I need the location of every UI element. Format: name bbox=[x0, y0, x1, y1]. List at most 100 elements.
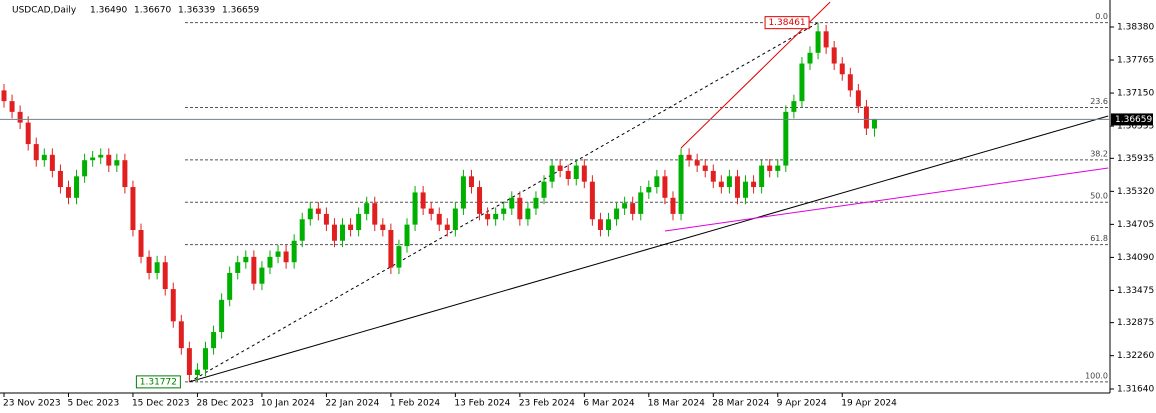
candle-body bbox=[606, 219, 611, 231]
candle-body bbox=[404, 224, 410, 247]
fib-level-label: 23.6 bbox=[1090, 97, 1108, 106]
x-tick-label: 22 Jan 2024 bbox=[325, 399, 379, 409]
candle-body bbox=[90, 157, 96, 161]
candle-body bbox=[98, 154, 104, 158]
candle-body bbox=[751, 181, 757, 188]
y-tick-label: 1.38380 bbox=[1117, 23, 1154, 33]
candle-body bbox=[509, 197, 515, 209]
candle-body bbox=[743, 181, 749, 198]
candle-body bbox=[82, 160, 88, 177]
fib-level-label: 0.0 bbox=[1095, 12, 1108, 21]
header-high: 1.36670 bbox=[134, 6, 171, 16]
candle-body bbox=[315, 208, 321, 214]
candle-body bbox=[275, 251, 281, 257]
candle-body bbox=[702, 165, 708, 171]
candle-body bbox=[654, 176, 660, 188]
candle-body bbox=[533, 197, 539, 209]
candle-body bbox=[331, 224, 337, 241]
candle-body bbox=[380, 224, 386, 231]
candle-body bbox=[630, 203, 636, 214]
candle-body bbox=[622, 203, 628, 209]
candle-body bbox=[871, 119, 877, 129]
candle-body bbox=[662, 176, 668, 198]
current-price-label: 1.36659 bbox=[1115, 115, 1152, 125]
candle-body bbox=[348, 224, 354, 231]
y-tick-label: 1.37150 bbox=[1117, 89, 1154, 99]
candle-body bbox=[783, 111, 789, 166]
candle-body bbox=[839, 63, 845, 75]
candle-body bbox=[420, 192, 426, 209]
x-tick-label: 23 Feb 2024 bbox=[519, 399, 575, 409]
candle-body bbox=[267, 256, 273, 268]
candle-body bbox=[670, 197, 676, 214]
x-tick-label: 15 Dec 2023 bbox=[132, 399, 190, 409]
candle-body bbox=[41, 154, 47, 161]
candle-body bbox=[106, 154, 112, 166]
candle-body bbox=[468, 176, 474, 188]
candle-body bbox=[460, 176, 466, 209]
price-label-box bbox=[764, 16, 810, 30]
candle-body bbox=[589, 181, 595, 220]
candle-body bbox=[203, 348, 208, 370]
y-tick-label: 1.37765 bbox=[1117, 56, 1154, 66]
candle-body bbox=[573, 165, 579, 179]
candle-body bbox=[686, 154, 692, 161]
candle-body bbox=[485, 213, 491, 220]
candle-body bbox=[146, 256, 152, 273]
candle-body bbox=[283, 251, 289, 263]
candle-body bbox=[396, 246, 402, 268]
candle-body bbox=[791, 101, 797, 112]
candle-body bbox=[154, 262, 160, 273]
candle-body bbox=[299, 219, 305, 241]
candle-body bbox=[17, 111, 23, 123]
candle-body bbox=[452, 208, 458, 231]
y-tick-label: 1.31640 bbox=[1117, 384, 1154, 394]
candle-body bbox=[847, 74, 853, 91]
candle-body bbox=[33, 144, 39, 161]
candle-body bbox=[186, 348, 192, 376]
fib-level-label: 38.2 bbox=[1090, 149, 1108, 158]
price-label: 1.31772 bbox=[140, 377, 177, 387]
candle-body bbox=[428, 208, 434, 214]
y-tick-label: 1.36535 bbox=[1117, 122, 1154, 132]
candle-body bbox=[323, 213, 329, 225]
candle-body bbox=[211, 332, 217, 349]
y-tick-label: 1.32875 bbox=[1117, 318, 1154, 328]
candle-body bbox=[307, 208, 313, 220]
candle-body bbox=[831, 47, 837, 64]
candle-body bbox=[694, 160, 700, 166]
x-tick-label: 10 Jan 2024 bbox=[261, 399, 315, 409]
candle-body bbox=[65, 187, 71, 198]
chart-title: USDCAD,Daily bbox=[12, 6, 77, 16]
candle-body bbox=[710, 170, 716, 182]
candle-body bbox=[863, 106, 869, 129]
candle-body bbox=[678, 154, 684, 214]
x-tick-label: 28 Mar 2024 bbox=[712, 399, 769, 409]
y-tick-label: 1.35320 bbox=[1117, 187, 1154, 197]
candle-body bbox=[49, 154, 55, 171]
current-price-box bbox=[1111, 113, 1153, 126]
candle-body bbox=[799, 63, 805, 102]
candle-body bbox=[767, 165, 773, 171]
y-tick-label: 1.32260 bbox=[1117, 351, 1154, 361]
header-low: 1.36339 bbox=[178, 6, 215, 16]
candle-body bbox=[775, 165, 781, 171]
x-tick-label: 5 Dec 2023 bbox=[67, 399, 119, 409]
candle-body bbox=[855, 90, 861, 107]
x-tick-label: 19 Apr 2024 bbox=[841, 399, 897, 409]
header-open: 1.36490 bbox=[90, 6, 127, 16]
fib-level-label: 50.0 bbox=[1090, 192, 1108, 201]
candle-body bbox=[259, 267, 265, 284]
x-tick-label: 1 Feb 2024 bbox=[390, 399, 441, 409]
candle-body bbox=[477, 187, 483, 214]
candle-body bbox=[541, 181, 547, 198]
price-label-box bbox=[135, 375, 181, 389]
candle-body bbox=[517, 197, 523, 220]
candle-body bbox=[170, 289, 176, 322]
fib-level-label: 100.0 bbox=[1085, 371, 1108, 380]
x-tick-label: 13 Feb 2024 bbox=[454, 399, 510, 409]
candle-body bbox=[291, 240, 297, 263]
candle-body bbox=[646, 187, 652, 193]
candle-body bbox=[235, 262, 241, 273]
